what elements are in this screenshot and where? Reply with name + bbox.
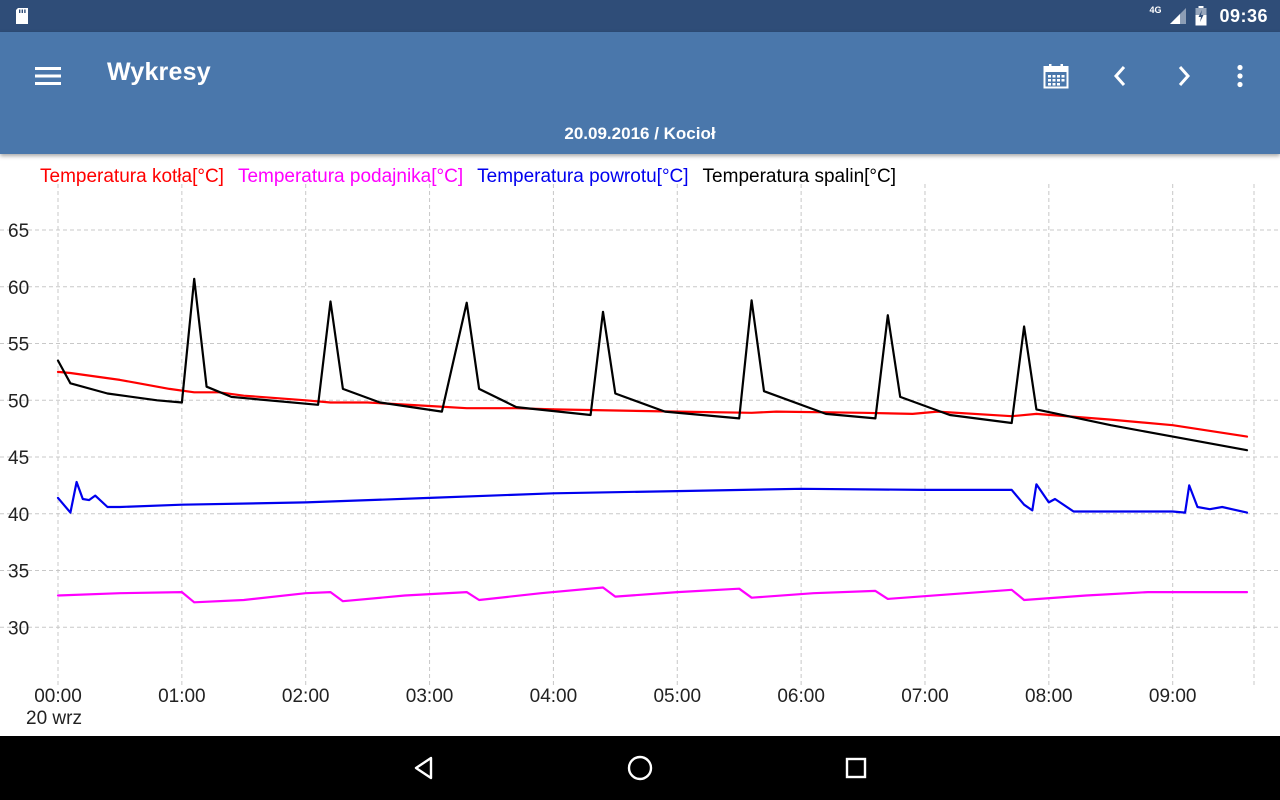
signal-icon [1170,8,1187,24]
overflow-menu-button[interactable] [1214,50,1266,102]
series-line-4 [56,277,1249,452]
y-tick-label: 65 [8,221,29,242]
chevron-right-icon [1178,66,1191,86]
chart-grid [0,184,1280,686]
recents-icon [845,757,867,779]
y-tick-label: 45 [8,448,29,469]
legend-entry-1: Temperatura kotła[°C] [40,166,224,187]
temperature-chart[interactable]: Temperatura kotła[°C] Temperatura podajni… [0,154,1280,736]
network-type: 4G [1149,5,1162,15]
x-tick-label: 00:00 [34,686,82,707]
legend-entry-4: Temperatura spalin[°C] [703,166,896,187]
x-date-label: 20 wrz [26,708,82,729]
overflow-menu-icon [1237,64,1243,88]
chevron-left-icon [1113,66,1126,86]
legend-entry-3: Temperatura powrotu[°C] [477,166,688,187]
home-icon [627,755,653,781]
y-axis: 30 35 40 45 50 55 60 65 [8,221,29,639]
x-tick-label: 02:00 [282,686,330,707]
page-title: Wykresy [107,58,211,86]
legend-entry-2: Temperatura podajnika[°C] [238,166,463,187]
series-line-1 [56,370,1249,438]
calendar-button[interactable] [1030,50,1082,102]
navigation-bar [0,736,1280,800]
chart-legend: Temperatura kotła[°C] Temperatura podajni… [40,166,896,187]
series-line-2 [56,586,1249,604]
y-tick-label: 60 [8,278,29,299]
back-button[interactable] [400,744,448,792]
battery-icon [1195,6,1207,26]
x-tick-label: 07:00 [901,686,949,707]
home-button[interactable] [616,744,664,792]
y-tick-label: 50 [8,391,29,412]
chart-area[interactable]: Temperatura kotła[°C] Temperatura podajni… [0,154,1280,736]
status-bar: 4G 09:36 [0,0,1280,32]
recents-button[interactable] [832,744,880,792]
next-day-button[interactable] [1158,50,1210,102]
x-tick-label: 01:00 [158,686,206,707]
calendar-icon [1043,64,1069,89]
chart-series [56,277,1249,604]
sd-card-icon [16,8,28,24]
y-tick-label: 40 [8,505,29,526]
clock: 09:36 [1219,5,1268,26]
y-tick-label: 55 [8,335,29,356]
menu-icon [35,67,61,85]
chart-subtitle: 20.09.2016 / Kocioł [564,124,716,143]
previous-day-button[interactable] [1094,50,1146,102]
x-tick-label: 04:00 [530,686,578,707]
x-tick-label: 03:00 [406,686,454,707]
x-tick-label: 05:00 [653,686,701,707]
back-icon [414,756,433,780]
x-tick-label: 09:00 [1149,686,1197,707]
y-tick-label: 30 [8,618,29,639]
x-tick-label: 06:00 [777,686,825,707]
x-tick-label: 08:00 [1025,686,1073,707]
app-bar: Wykresy 20.09.2016 / Kocioł [0,32,1280,154]
series-line-3 [56,480,1249,514]
menu-button[interactable] [22,50,74,102]
y-tick-label: 35 [8,562,29,583]
x-axis: 00:00 01:00 02:00 03:00 04:00 05:00 06:00 07:00… [26,686,1196,729]
